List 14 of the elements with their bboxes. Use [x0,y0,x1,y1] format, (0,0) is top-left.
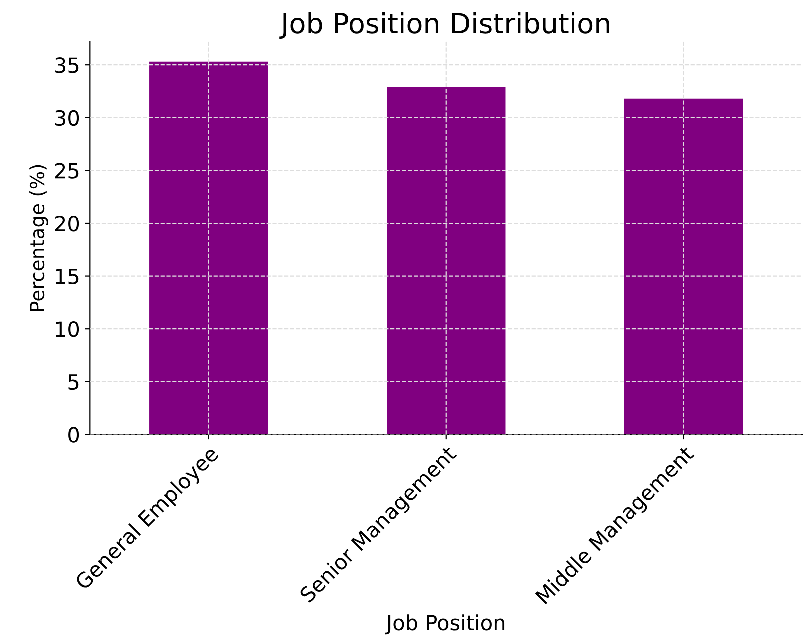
y-tick-label: 15 [56,269,79,285]
y-tick-label: 20 [55,216,80,232]
y-tick-label: 30 [56,110,80,126]
x-axis-title: Job Position [385,614,505,635]
y-axis-title: Percentage (%) [30,165,48,311]
bar [150,62,268,435]
chart-title: Job Position Distribution [280,12,610,40]
bar [624,98,744,435]
y-tick-label: 35 [56,58,79,74]
y-tick-label: 0 [68,427,80,443]
y-tick-label: 25 [55,163,79,179]
bar [387,87,506,435]
y-tick-label: 5 [68,374,79,390]
y-tick-label: 10 [56,322,80,338]
